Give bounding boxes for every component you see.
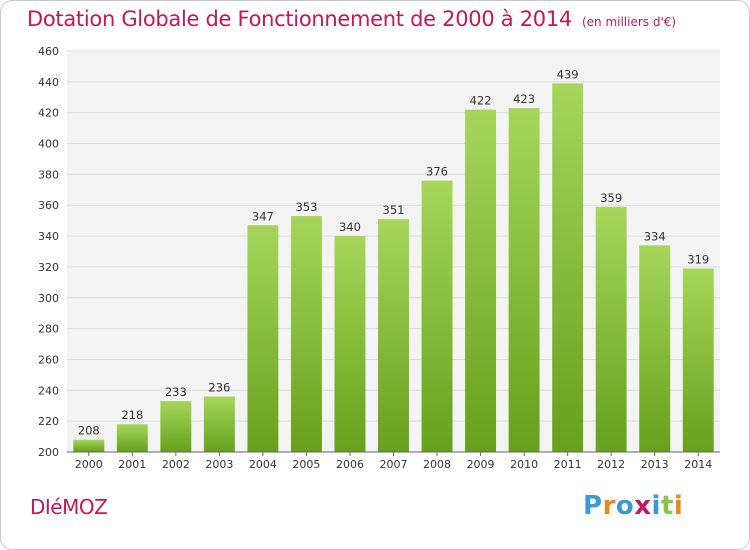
y-tick-label: 220 xyxy=(38,415,59,428)
logo-letter: x xyxy=(634,491,652,521)
bar-value-label: 351 xyxy=(383,203,405,217)
chart-title: Dotation Globale de Fonctionnement de 20… xyxy=(27,7,676,31)
bars: 208 218 233 236 347 353 340 351 376 422 423 439 359 3… xyxy=(73,67,714,453)
bar-2000 xyxy=(73,439,105,452)
bar-value-label: 319 xyxy=(687,252,709,266)
bar-value-label: 233 xyxy=(165,385,187,399)
bar-value-label: 423 xyxy=(513,92,535,106)
bar-2011 xyxy=(552,83,584,452)
y-tick-label: 200 xyxy=(38,446,59,459)
y-tick-label: 280 xyxy=(38,323,59,336)
bar-2007 xyxy=(378,219,409,452)
x-tick-label: 2013 xyxy=(641,458,669,471)
bar-2002 xyxy=(160,401,192,452)
x-tick-label: 2005 xyxy=(292,458,320,471)
y-tick-label: 300 xyxy=(38,292,59,305)
chart-title-text: Dotation Globale de Fonctionnement de 20… xyxy=(27,7,572,31)
logo-letter: i xyxy=(673,491,684,521)
logo-letter: P xyxy=(583,491,603,521)
x-tick-label: 2001 xyxy=(118,458,146,471)
x-tick-label: 2012 xyxy=(597,458,625,471)
x-tick-label: 2006 xyxy=(336,458,364,471)
y-tick-label: 240 xyxy=(38,384,59,397)
commune-name: DIéMOZ xyxy=(30,495,108,519)
bar-2010 xyxy=(508,108,540,453)
proxiti-logo: Proxiti xyxy=(583,491,683,521)
bar-value-label: 340 xyxy=(339,220,361,234)
y-tick-label: 460 xyxy=(38,45,59,58)
bar-value-label: 353 xyxy=(295,200,317,214)
bar-value-label: 334 xyxy=(644,229,666,243)
x-tick-label: 2000 xyxy=(75,458,103,471)
x-tick-label: 2004 xyxy=(249,458,277,471)
y-tick-label: 400 xyxy=(38,138,59,151)
bar-2006 xyxy=(334,236,366,452)
bar-value-label: 376 xyxy=(426,165,448,179)
x-tick-label: 2008 xyxy=(423,458,451,471)
y-axis: 200 220 240 260 280 300 320 340 360 380 400 420 440 4… xyxy=(38,45,59,459)
y-tick-label: 340 xyxy=(38,230,59,243)
y-tick-label: 420 xyxy=(38,107,59,120)
x-axis: 2000 2001 2002 2003 2004 2005 2006 2007 2008 2009… xyxy=(67,451,720,471)
x-tick-label: 2007 xyxy=(380,458,408,471)
bar-value-label: 439 xyxy=(557,67,579,81)
y-tick-label: 320 xyxy=(38,261,59,274)
bar-2004 xyxy=(247,225,279,452)
bar-2005 xyxy=(290,216,322,452)
y-tick-label: 360 xyxy=(38,199,59,212)
logo-letter: i xyxy=(651,491,661,521)
y-tick-label: 440 xyxy=(38,76,59,89)
bar-value-label: 218 xyxy=(121,408,143,422)
logo-letter: r xyxy=(602,491,616,521)
bar-2009 xyxy=(465,109,497,452)
x-tick-label: 2009 xyxy=(467,458,495,471)
bar-value-label: 208 xyxy=(78,424,100,438)
bar-2013 xyxy=(639,245,671,452)
bar-value-label: 236 xyxy=(208,380,230,394)
y-tick-label: 260 xyxy=(38,353,59,366)
bar-value-label: 422 xyxy=(470,94,492,108)
bar-2003 xyxy=(203,396,235,452)
chart-subtitle: (en milliers d'€) xyxy=(581,15,677,29)
y-tick-label: 380 xyxy=(38,168,59,181)
x-tick-label: 2002 xyxy=(162,458,190,471)
x-tick-label: 2011 xyxy=(554,458,582,471)
bar-value-label: 347 xyxy=(252,209,274,223)
logo-letter: o xyxy=(615,491,635,521)
x-tick-label: 2003 xyxy=(205,458,233,471)
bar-2001 xyxy=(116,424,148,452)
x-tick-label: 2010 xyxy=(510,458,538,471)
logo-letter: t xyxy=(660,491,674,521)
bar-value-label: 359 xyxy=(600,191,622,205)
bar-2012 xyxy=(595,206,627,452)
bar-2014 xyxy=(682,268,714,452)
x-tick-label: 2014 xyxy=(684,458,712,471)
bar-2008 xyxy=(421,180,453,453)
